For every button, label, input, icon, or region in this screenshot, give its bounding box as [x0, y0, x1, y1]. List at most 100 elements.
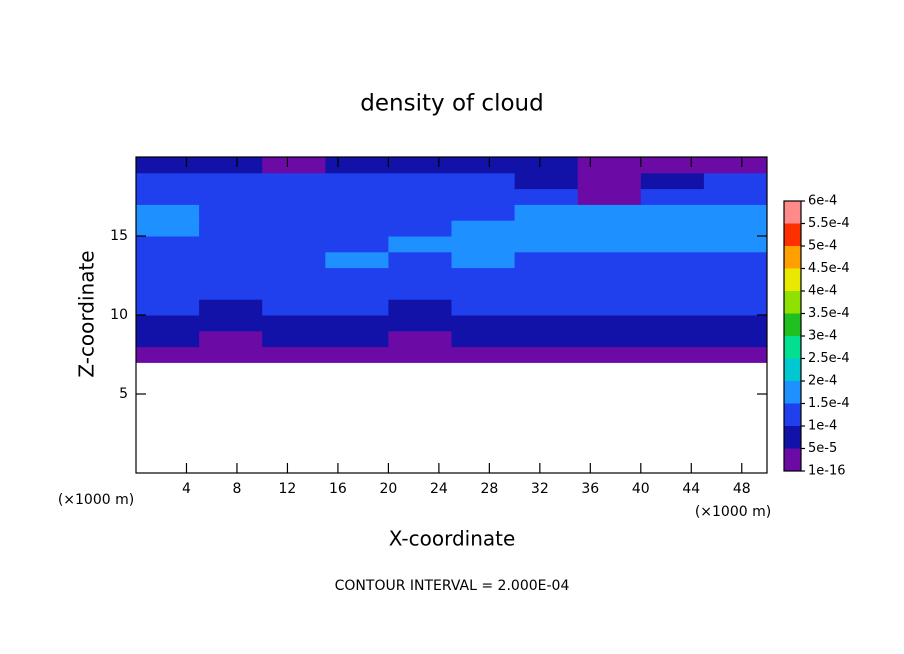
x-tick-label: 40: [632, 481, 650, 497]
contour-cell: [451, 346, 516, 363]
contour-cell: [703, 330, 767, 348]
contour-cell: [514, 267, 579, 284]
contour-cell: [199, 315, 263, 332]
contour-cell: [136, 251, 200, 269]
contour-cell: [703, 315, 767, 332]
contour-cell: [514, 157, 579, 174]
colorbar-label: 1e-16: [808, 464, 846, 479]
colorbar-bin: [784, 201, 801, 224]
contour-cell: [640, 251, 705, 269]
contour-cell: [136, 220, 200, 237]
contour-cell: [136, 330, 200, 348]
colorbar-bin: [784, 291, 801, 314]
contour-cell: [199, 267, 263, 284]
contour-cell: [451, 172, 516, 190]
contour-cell: [577, 299, 642, 316]
contour-cell: [451, 283, 516, 300]
contour-cell: [388, 172, 452, 190]
y-tick-label: 15: [110, 228, 128, 244]
contour-cell: [199, 330, 263, 348]
contour-cell: [514, 299, 579, 316]
contour-cell: [703, 157, 767, 174]
contour-cell: [262, 188, 326, 205]
x-tick-label: 48: [733, 481, 751, 497]
contour-cell: [451, 299, 516, 316]
colorbar-label: 5e-5: [808, 441, 837, 456]
contour-cell: [703, 283, 767, 300]
contour-cell: [199, 188, 263, 205]
chart-title: density of cloud: [360, 91, 543, 117]
contour-cell: [136, 157, 200, 174]
y-tick-label: 5: [119, 386, 128, 402]
x-tick-label: 12: [279, 481, 297, 497]
contour-cell: [136, 188, 200, 205]
x-tick-label: 24: [430, 481, 448, 497]
contour-cell: [199, 346, 263, 363]
contour-cell: [577, 283, 642, 300]
contour-cell: [451, 204, 516, 221]
contour-cell: [136, 267, 200, 284]
x-tick-label: 8: [232, 481, 241, 497]
contour-cell: [388, 267, 452, 284]
colorbar-label: 3.5e-4: [808, 306, 850, 321]
contour-cell: [262, 330, 326, 348]
colorbar-label: 6e-4: [808, 194, 837, 209]
contour-cell: [262, 172, 326, 190]
colorbar-bin: [784, 268, 801, 291]
contour-cell: [325, 346, 389, 363]
contour-cell: [640, 299, 705, 316]
contour-cell: [640, 172, 705, 190]
contour-cell: [325, 204, 389, 221]
contour-cell: [514, 204, 579, 221]
contour-cell: [262, 204, 326, 221]
contour-cell: [703, 188, 767, 205]
x-axis-label: X-coordinate: [389, 527, 516, 551]
contour-cell: [577, 251, 642, 269]
contour-cell: [136, 283, 200, 300]
contour-cell: [325, 315, 389, 332]
contour-cell: [640, 267, 705, 284]
x-tick-label: 44: [682, 481, 700, 497]
contour-cell: [136, 236, 200, 253]
contour-cell: [199, 157, 263, 174]
contour-cell: [325, 220, 389, 237]
x-tick-label: 20: [379, 481, 397, 497]
contour-cell: [703, 236, 767, 253]
contour-cell: [640, 346, 705, 363]
contour-cell: [577, 220, 642, 237]
contour-cell: [577, 330, 642, 348]
contour-cell: [136, 172, 200, 190]
contour-cell: [199, 251, 263, 269]
contour-cell: [703, 267, 767, 284]
contour-cell: [451, 330, 516, 348]
contour-cell: [703, 251, 767, 269]
contour-cell: [136, 315, 200, 332]
colorbar-label: 2e-4: [808, 374, 837, 389]
contour-cell: [514, 220, 579, 237]
x-tick-label: 4: [182, 481, 191, 497]
contour-cell: [703, 172, 767, 190]
x-unit-label: (×1000 m): [695, 504, 771, 520]
contour-cell: [703, 299, 767, 316]
contour-cell: [199, 204, 263, 221]
x-tick-label: 32: [531, 481, 549, 497]
y-tick-label: 10: [110, 307, 128, 323]
contour-cell: [136, 299, 200, 316]
contour-cell: [703, 204, 767, 221]
contour-cell: [640, 236, 705, 253]
contour-cell: [388, 220, 452, 237]
contour-cell: [577, 157, 642, 174]
contour-cell: [325, 188, 389, 205]
contour-cell: [388, 283, 452, 300]
contour-cell: [640, 330, 705, 348]
x-tick-label: 28: [480, 481, 498, 497]
x-tick-label: 36: [581, 481, 599, 497]
contour-cell: [325, 172, 389, 190]
contour-cell: [451, 267, 516, 284]
contour-cell: [703, 346, 767, 363]
colorbar-bin: [784, 381, 801, 404]
contour-cell: [325, 283, 389, 300]
colorbar-label: 5.5e-4: [808, 216, 850, 231]
contour-cell: [514, 236, 579, 253]
